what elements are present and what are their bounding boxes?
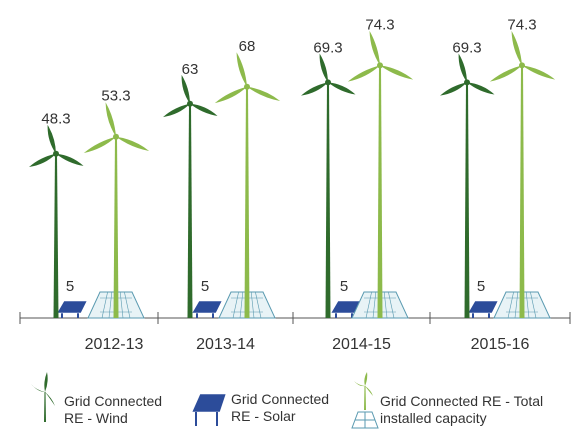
blade xyxy=(467,82,495,95)
turbine-tower xyxy=(244,86,250,318)
turbine-blades xyxy=(29,124,84,168)
grid-base-line xyxy=(507,291,514,319)
blade xyxy=(380,65,414,80)
blade xyxy=(83,136,116,154)
turbine-tower xyxy=(519,65,525,318)
x-tick-label: 2015-16 xyxy=(471,336,530,353)
legend-label: Grid Connected RE - Solar xyxy=(231,391,330,424)
blade xyxy=(236,52,247,87)
value-label: 48.3 xyxy=(41,111,70,128)
grid-base-line xyxy=(388,291,395,319)
hub xyxy=(113,133,119,140)
blade xyxy=(116,136,150,151)
grid-base-line xyxy=(119,291,124,319)
turbine-blades xyxy=(440,53,495,96)
blade xyxy=(47,124,56,154)
grid-base-line xyxy=(101,291,108,319)
grid-base-line xyxy=(514,291,519,319)
turbine-blades xyxy=(163,74,218,118)
turbine-tower xyxy=(53,153,59,318)
blade xyxy=(301,82,328,96)
blade xyxy=(29,153,56,168)
value-label: 5 xyxy=(477,278,485,295)
legend-icons xyxy=(31,372,379,429)
blade xyxy=(56,153,84,166)
value-label: 69.3 xyxy=(313,39,342,56)
grid-base-line xyxy=(108,291,113,319)
blade xyxy=(163,103,190,118)
grid-base-line xyxy=(372,291,377,319)
value-label: 5 xyxy=(340,278,348,295)
grid-base-line xyxy=(239,291,244,319)
turbine-tower xyxy=(325,82,331,318)
solar-panel xyxy=(467,300,499,314)
grid-base-line xyxy=(530,291,537,319)
blade xyxy=(105,102,116,137)
value-label: 63 xyxy=(182,61,199,78)
grid-base-line xyxy=(232,291,239,319)
legend-solar-icon xyxy=(191,393,227,426)
hub xyxy=(53,150,59,157)
legend-label: Grid Connected RE - Wind xyxy=(64,393,163,426)
blade xyxy=(369,30,380,66)
turbine-tower xyxy=(464,82,470,318)
legend-wind-icon xyxy=(31,372,55,422)
value-label: 69.3 xyxy=(452,39,481,56)
solar-panel xyxy=(56,300,88,314)
grid-base-line xyxy=(525,291,530,319)
chart: 2012-13 5 48.3 53.3 2013-14 5 63 68 2014-15 5 69.3… xyxy=(19,16,571,353)
hub xyxy=(325,79,331,86)
value-label: 74.3 xyxy=(507,16,536,33)
turbine-tower xyxy=(187,103,193,318)
x-tick-label: 2013-14 xyxy=(196,336,255,353)
hub xyxy=(377,62,383,69)
blade xyxy=(511,30,522,66)
turbine-blades xyxy=(214,52,281,104)
grid-base-line xyxy=(255,291,262,319)
turbine-blades xyxy=(489,30,556,82)
grid-base-line xyxy=(365,291,372,319)
legend-label: Grid Connected RE - Total installed capa… xyxy=(380,393,544,426)
solar-panel xyxy=(191,300,223,314)
grid-base-line xyxy=(383,291,388,319)
blade xyxy=(181,74,190,104)
hub xyxy=(464,79,470,86)
value-label: 53.3 xyxy=(101,88,130,105)
value-label: 74.3 xyxy=(365,16,394,33)
turbine-blades xyxy=(347,30,414,82)
turbine-tower xyxy=(113,136,119,318)
x-tick-label: 2014-15 xyxy=(332,336,391,353)
blade xyxy=(489,65,522,82)
turbine-blades xyxy=(301,53,356,96)
blade xyxy=(440,82,467,96)
x-tick-label: 2012-13 xyxy=(85,336,144,353)
blade xyxy=(319,53,328,83)
hub xyxy=(519,62,525,69)
value-label: 5 xyxy=(201,278,209,295)
grid-base-line xyxy=(124,291,131,319)
blade xyxy=(458,53,467,83)
hub xyxy=(244,83,250,90)
blade xyxy=(347,65,380,82)
blade xyxy=(522,65,556,80)
value-label: 5 xyxy=(66,278,74,295)
legend-total-icon xyxy=(351,372,379,429)
blade xyxy=(328,82,356,95)
grid-base-line xyxy=(250,291,255,319)
blade xyxy=(214,86,247,104)
hub xyxy=(187,100,193,107)
turbine-blades xyxy=(83,102,150,154)
blade xyxy=(190,103,218,116)
blade xyxy=(247,86,281,101)
value-label: 68 xyxy=(239,38,256,55)
turbine-tower xyxy=(377,65,383,318)
